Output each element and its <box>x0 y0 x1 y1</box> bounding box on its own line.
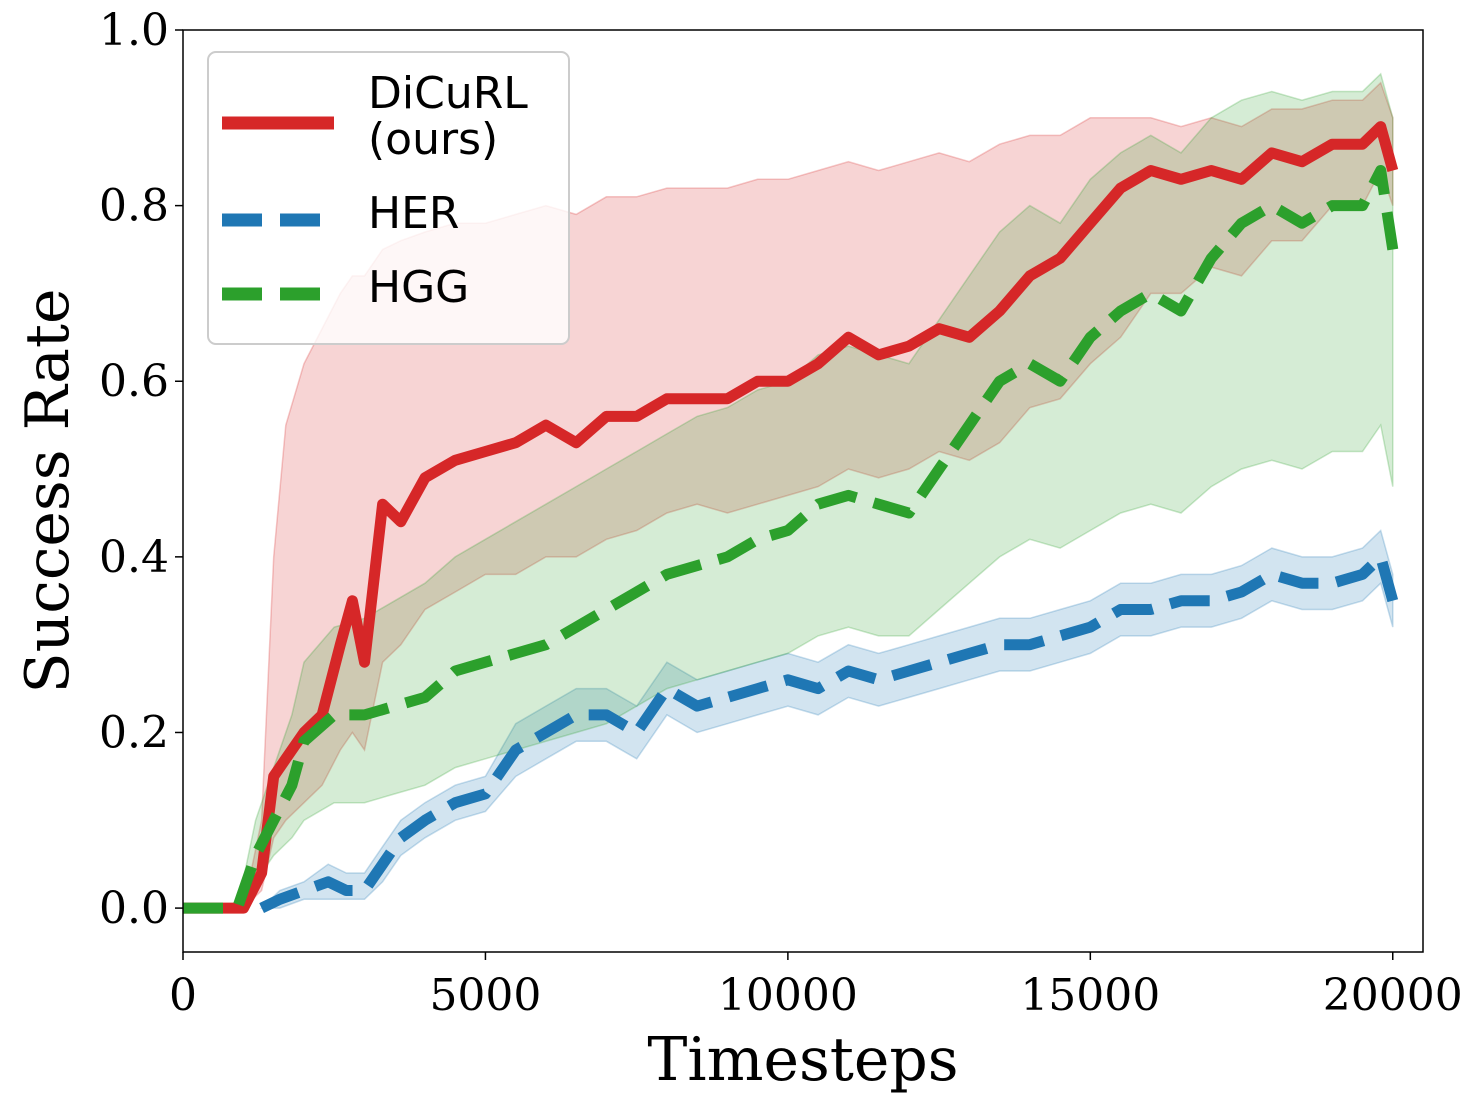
legend: DiCuRL(ours) HER HGG <box>207 51 570 345</box>
plot-frame <box>182 29 1424 953</box>
x-tick-label: 10000 <box>718 970 858 1021</box>
x-tick-label: 15000 <box>1020 970 1160 1021</box>
y-tick-label: 0.8 <box>99 181 169 232</box>
her-band <box>259 529 1394 909</box>
hgg-line <box>183 165 1399 914</box>
legend-label-hgg: HGG <box>368 262 469 313</box>
y-axis-ticks: 0.0 0.2 0.4 0.6 0.8 1.0 <box>99 5 183 934</box>
x-axis-ticks: 0 5000 10000 15000 20000 <box>169 952 1463 1021</box>
y-tick-label: 1.0 <box>99 5 169 56</box>
line-layer <box>183 121 1399 914</box>
legend-label-dicurl: DiCuRL <box>368 68 528 119</box>
x-tick-label: 20000 <box>1323 970 1463 1021</box>
x-tick-label: 0 <box>169 970 197 1021</box>
y-tick-label: 0.6 <box>99 356 169 407</box>
legend-label-her: HER <box>368 188 459 239</box>
y-tick-label: 0.4 <box>99 532 169 583</box>
dicurl-line <box>183 121 1399 914</box>
x-tick-label: 5000 <box>429 970 541 1021</box>
her-line <box>259 551 1399 914</box>
legend-label-dicurl: (ours) <box>368 114 498 165</box>
x-axis-label: Timesteps <box>647 1025 958 1095</box>
hgg-band <box>183 72 1394 909</box>
y-axis-label: Success Rate <box>13 288 83 693</box>
y-tick-label: 0.0 <box>99 883 169 934</box>
y-tick-label: 0.2 <box>99 707 169 758</box>
